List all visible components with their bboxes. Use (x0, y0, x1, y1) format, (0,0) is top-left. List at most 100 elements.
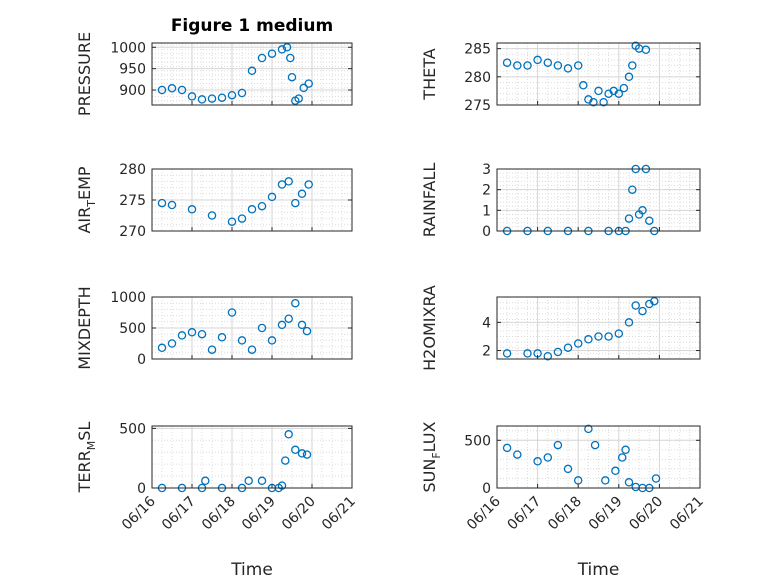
y-axis-label: THETA (420, 48, 439, 100)
data-point (157, 343, 167, 353)
data-point (604, 332, 613, 341)
x-tick-label: 06/16 (464, 493, 504, 533)
data-point (513, 61, 522, 70)
data-point (291, 198, 300, 208)
axes-box (496, 296, 701, 360)
data-point (624, 318, 634, 327)
y-tick-label: 275 (464, 98, 491, 114)
data-point (237, 88, 247, 98)
data-point (617, 453, 627, 462)
data-point (284, 177, 293, 186)
y-axis-label: AIRTEMP (75, 166, 98, 233)
data-point (157, 198, 167, 208)
data-point (645, 216, 654, 225)
y-tick-label: 275 (119, 193, 146, 209)
data-point (502, 58, 512, 67)
data-point (187, 328, 197, 337)
data-point (177, 85, 187, 95)
y-tick-label: 1000 (110, 290, 146, 306)
y-tick-label: 2 (482, 344, 491, 360)
data-point (523, 349, 532, 358)
panel-theta: 275 280 285 THETA (420, 41, 701, 114)
data-point (247, 345, 257, 354)
data-point (286, 53, 295, 63)
data-point (277, 481, 287, 490)
data-point (641, 45, 651, 55)
figure-title: Figure 1 medium (171, 16, 333, 36)
data-point (631, 482, 640, 492)
x-tick-label: 06/20 (279, 494, 319, 534)
data-point (237, 336, 247, 345)
y-tick-label: 900 (119, 83, 146, 99)
data-point (267, 336, 277, 345)
data-point (628, 185, 637, 194)
y-tick-label: 2 (482, 183, 491, 199)
y-axis-label: SUNFLUX (420, 421, 443, 492)
data-point (267, 49, 277, 58)
y-tick-label: 500 (464, 433, 491, 449)
data-point (284, 314, 293, 323)
x-tick-label: 06/18 (199, 494, 239, 534)
data-point (628, 61, 637, 70)
x-tick-label: 06/18 (545, 494, 585, 534)
y-axis-label: MIXDEPTH (75, 286, 94, 369)
data-point (584, 335, 593, 344)
data-point (302, 326, 312, 336)
panel-sun_flux: 0 500 SUNFLUX 06/16 06/17 06/18 06/19 06/20 06/2… (420, 421, 707, 580)
data-point (624, 72, 634, 82)
data-point (584, 424, 593, 434)
data-point (227, 90, 237, 100)
panel-pressure: 900 950 1000 PRESSURE Figure 1 medium (75, 16, 353, 116)
x-tick-label: 06/21 (667, 494, 707, 534)
y-axis-label: RAINFALL (420, 163, 439, 238)
data-point (297, 449, 307, 458)
y-tick-label: 4 (482, 315, 491, 331)
data-point (543, 453, 553, 462)
data-point (502, 349, 512, 358)
x-tick-label: 06/19 (239, 494, 279, 534)
y-tick-label: 280 (464, 70, 491, 86)
x-axis-label: Time (230, 560, 273, 580)
y-tick-label: 1 (482, 203, 491, 219)
data-point (282, 43, 292, 52)
y-tick-label: 280 (119, 162, 146, 178)
y-tick-label: 500 (119, 321, 146, 337)
panel-air_temp: 270 275 280 AIRTEMP (75, 162, 353, 240)
panel-terr_msl: 0 500 TERRMSL 06/16 06/17 06/18 06/19 06/20 06/2… (75, 421, 359, 580)
data-point (197, 329, 207, 339)
y-tick-label: 950 (119, 62, 146, 78)
data-point (294, 94, 303, 103)
data-point (217, 93, 227, 102)
data-point (257, 476, 267, 486)
data-point (614, 89, 624, 98)
data-point (553, 440, 563, 450)
data-point (638, 206, 647, 215)
x-axis-label: Time (577, 560, 620, 580)
data-point (599, 97, 608, 107)
data-point (573, 339, 583, 348)
data-point (624, 478, 634, 487)
data-point (297, 320, 307, 330)
data-point (267, 192, 277, 202)
data-point (619, 83, 629, 93)
y-tick-label: 3 (482, 162, 491, 178)
data-point (297, 189, 307, 199)
data-point (187, 92, 197, 101)
data-point (573, 61, 583, 70)
data-point (304, 79, 313, 88)
y-tick-label: 0 (137, 481, 146, 497)
data-point (563, 343, 573, 352)
data-point (611, 466, 620, 476)
data-point (553, 61, 563, 70)
data-point (594, 86, 603, 96)
data-point (543, 351, 553, 361)
data-point (167, 84, 177, 93)
data-point (533, 457, 542, 466)
axes-box (496, 425, 701, 489)
data-point (553, 347, 563, 357)
data-point (281, 456, 290, 465)
y-axis-label: PRESSURE (75, 32, 94, 116)
data-point (227, 217, 237, 226)
